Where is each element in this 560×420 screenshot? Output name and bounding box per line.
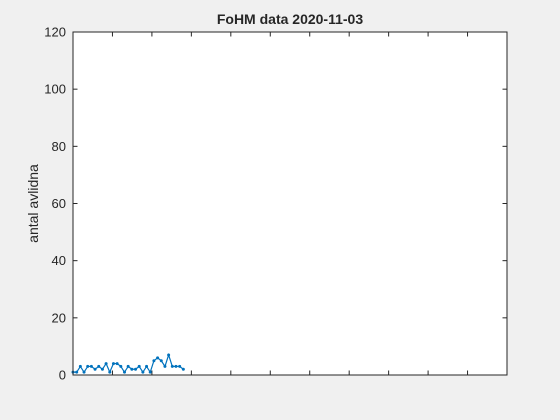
data-point bbox=[156, 356, 160, 360]
y-tick-label-4: 80 bbox=[52, 139, 66, 154]
data-point bbox=[78, 364, 82, 368]
y-tick-label-5: 100 bbox=[44, 82, 66, 97]
data-point bbox=[159, 359, 163, 363]
data-point bbox=[141, 370, 145, 374]
data-point bbox=[100, 367, 104, 371]
data-point bbox=[137, 364, 141, 368]
data-point bbox=[111, 362, 115, 366]
plot-series bbox=[71, 353, 185, 374]
y-tick-label-2: 40 bbox=[52, 253, 66, 268]
data-point bbox=[130, 367, 134, 371]
data-point bbox=[86, 364, 90, 368]
axes-box bbox=[72, 31, 508, 376]
data-point bbox=[97, 364, 101, 368]
y-tick-label-0: 0 bbox=[59, 368, 66, 383]
y-tick-labels: 0 20 40 60 80 100 120 bbox=[44, 25, 66, 383]
data-point bbox=[108, 370, 112, 374]
data-point bbox=[93, 367, 97, 371]
data-point bbox=[82, 370, 86, 374]
y-tick-label-1: 20 bbox=[52, 310, 66, 325]
y-tick-label-3: 60 bbox=[52, 196, 66, 211]
y-axis-label: antal avlidna bbox=[25, 164, 41, 243]
data-point bbox=[163, 364, 167, 368]
data-point bbox=[148, 370, 152, 374]
y-tick-label-6: 120 bbox=[44, 25, 66, 40]
data-point bbox=[170, 364, 174, 368]
data-point bbox=[126, 364, 130, 368]
data-point bbox=[75, 370, 79, 374]
chart-title: FoHM data 2020-11-03 bbox=[217, 11, 363, 27]
data-point bbox=[104, 362, 108, 366]
data-point bbox=[119, 364, 123, 368]
data-point bbox=[152, 359, 156, 363]
data-point bbox=[122, 370, 126, 374]
data-point bbox=[145, 364, 149, 368]
plot-area bbox=[73, 32, 507, 375]
data-point bbox=[174, 364, 178, 368]
data-point bbox=[178, 364, 182, 368]
data-point bbox=[115, 362, 119, 366]
data-point bbox=[181, 367, 185, 371]
data-point bbox=[134, 367, 138, 371]
data-point bbox=[167, 353, 171, 357]
data-point bbox=[89, 364, 93, 368]
